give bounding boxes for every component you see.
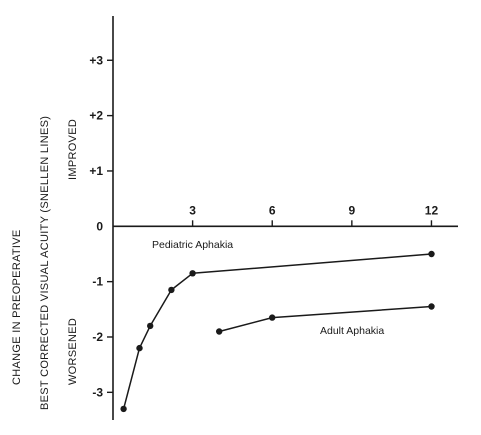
y-tick-label: -1: [92, 275, 103, 289]
axes: [107, 16, 458, 420]
y-tick-label: +1: [89, 164, 103, 178]
data-point-pediatric: [428, 250, 435, 258]
series-label-pediatric: Pediatric Aphakia: [152, 239, 233, 251]
data-point-pediatric: [136, 344, 143, 352]
y-tick-label: -2: [92, 330, 103, 344]
y-axis-label-line2: BEST CORRECTED VISUAL ACUITY (SNELLEN LI…: [39, 116, 51, 410]
y-tick-label: +2: [89, 109, 103, 123]
data-point-adult: [269, 314, 276, 321]
series-line-pediatric: [122, 253, 432, 410]
y-axis-label-line1: CHANGE IN PREOPERATIVE: [11, 229, 23, 385]
data-point-pediatric: [120, 405, 127, 413]
worsened-label: WORSENED: [67, 318, 79, 385]
improved-label: IMPROVED: [67, 119, 79, 180]
data-point-pediatric: [147, 322, 154, 330]
data-point-pediatric: [168, 286, 175, 294]
x-tick-label: 6: [269, 203, 276, 217]
data-point-adult: [216, 328, 223, 335]
tick-labels: +3 +2 +1 0 -1 -2 -3 3 6 9 12: [89, 53, 438, 399]
data-point-pediatric: [189, 270, 196, 277]
x-tick-label: 12: [425, 203, 439, 217]
y-tick-label: 0: [96, 219, 103, 233]
series-label-adult: Adult Aphakia: [320, 325, 384, 337]
series-layer: [120, 250, 435, 413]
y-tick-label: -3: [92, 385, 103, 399]
x-tick-label: 3: [189, 203, 196, 217]
y-tick-label: +3: [89, 53, 103, 67]
x-tick-label: 9: [349, 203, 356, 217]
data-point-adult: [428, 303, 435, 310]
